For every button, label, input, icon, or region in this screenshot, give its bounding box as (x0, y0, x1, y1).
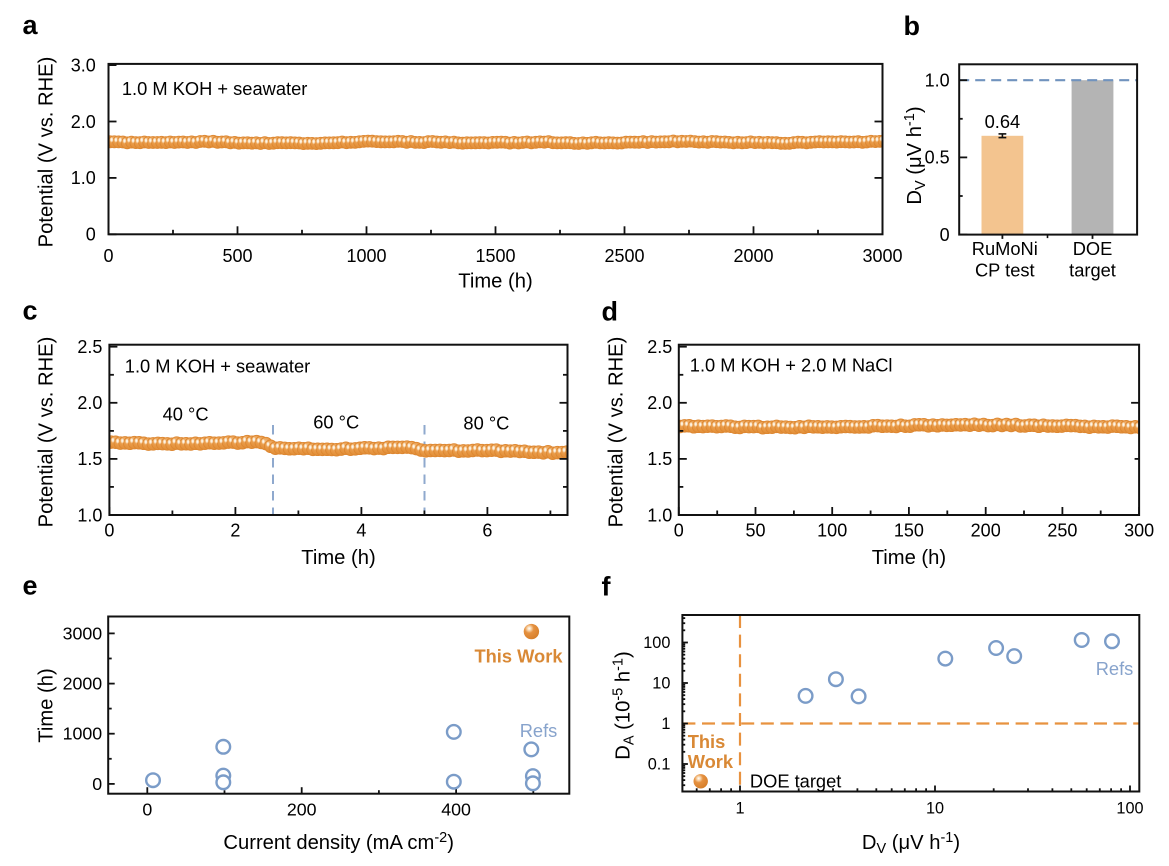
svg-text:2.5: 2.5 (77, 337, 102, 357)
svg-text:100: 100 (643, 634, 670, 652)
svg-text:2.0: 2.0 (647, 393, 672, 413)
svg-text:6: 6 (482, 521, 492, 541)
svg-text:2.0: 2.0 (71, 112, 96, 132)
svg-text:1.0 M KOH + seawater: 1.0 M KOH + seawater (125, 355, 310, 376)
svg-text:Refs: Refs (520, 720, 558, 741)
svg-text:10: 10 (652, 675, 670, 693)
svg-text:200: 200 (971, 521, 1001, 541)
svg-text:target: target (1069, 259, 1116, 280)
svg-text:0.5: 0.5 (925, 148, 950, 168)
svg-text:500: 500 (222, 246, 252, 266)
svg-text:Time (h): Time (h) (872, 547, 946, 569)
svg-text:2.5: 2.5 (647, 337, 672, 357)
svg-text:Work: Work (688, 751, 734, 772)
svg-text:1.0: 1.0 (925, 71, 950, 91)
svg-text:150: 150 (894, 521, 924, 541)
svg-text:100: 100 (817, 521, 847, 541)
svg-text:2: 2 (230, 521, 240, 541)
svg-text:Time (h): Time (h) (35, 668, 57, 742)
svg-text:10: 10 (926, 800, 944, 818)
svg-text:2.0: 2.0 (77, 393, 102, 413)
svg-text:0: 0 (940, 225, 950, 245)
svg-text:0: 0 (92, 774, 102, 794)
svg-text:1: 1 (661, 715, 670, 733)
svg-text:3000: 3000 (63, 623, 103, 643)
svg-text:60 °C: 60 °C (313, 412, 359, 433)
svg-text:250: 250 (1047, 521, 1077, 541)
svg-text:Potential (V vs. RHE): Potential (V vs. RHE) (35, 337, 57, 528)
svg-text:0: 0 (103, 246, 113, 266)
svg-text:2500: 2500 (604, 246, 644, 266)
svg-text:0.64: 0.64 (985, 111, 1021, 132)
svg-text:50: 50 (745, 521, 765, 541)
svg-text:f: f (602, 572, 612, 602)
svg-text:1.0 M KOH + seawater: 1.0 M KOH + seawater (122, 78, 307, 99)
svg-text:3.0: 3.0 (71, 55, 96, 75)
svg-text:This: This (688, 731, 726, 752)
svg-text:d: d (602, 297, 619, 327)
svg-text:a: a (23, 10, 39, 40)
svg-text:CP test: CP test (975, 259, 1035, 280)
svg-text:b: b (904, 11, 921, 41)
svg-text:Time (h): Time (h) (458, 271, 532, 293)
svg-text:1000: 1000 (63, 724, 103, 744)
svg-text:Potential (V vs. RHE): Potential (V vs. RHE) (606, 337, 628, 528)
svg-text:4: 4 (356, 521, 366, 541)
svg-text:1500: 1500 (475, 246, 515, 266)
svg-text:3000: 3000 (862, 246, 902, 266)
svg-text:1.0 M KOH + 2.0 M NaCl: 1.0 M KOH + 2.0 M NaCl (690, 355, 893, 376)
svg-text:1.5: 1.5 (647, 449, 672, 469)
svg-text:2000: 2000 (733, 246, 773, 266)
svg-text:1000: 1000 (346, 246, 386, 266)
svg-text:This Work: This Work (474, 645, 563, 666)
svg-text:1.0: 1.0 (647, 505, 672, 525)
svg-text:DOE target: DOE target (750, 771, 841, 792)
svg-text:Time (h): Time (h) (301, 547, 375, 569)
svg-text:c: c (23, 296, 38, 326)
svg-text:DOE: DOE (1073, 238, 1113, 259)
svg-text:Potential (V vs. RHE): Potential (V vs. RHE) (35, 57, 57, 248)
svg-text:Refs: Refs (1096, 658, 1134, 679)
svg-text:80 °C: 80 °C (463, 413, 509, 434)
svg-text:0: 0 (142, 800, 152, 820)
svg-text:40 °C: 40 °C (163, 404, 209, 425)
svg-text:RuMoNi: RuMoNi (972, 238, 1038, 259)
svg-text:300: 300 (1124, 521, 1154, 541)
svg-text:1: 1 (735, 800, 744, 818)
svg-text:1.5: 1.5 (77, 449, 102, 469)
svg-text:100: 100 (1116, 800, 1143, 818)
svg-text:1.0: 1.0 (71, 168, 96, 188)
svg-text:1.0: 1.0 (77, 505, 102, 525)
svg-text:200: 200 (287, 800, 317, 820)
svg-text:Current density (mA cm-2): Current density (mA cm-2) (223, 830, 454, 854)
svg-text:0.1: 0.1 (648, 756, 671, 774)
svg-text:0: 0 (674, 521, 684, 541)
svg-text:0: 0 (86, 225, 96, 245)
svg-text:e: e (23, 571, 38, 601)
svg-text:2000: 2000 (63, 674, 103, 694)
svg-text:400: 400 (441, 800, 471, 820)
svg-text:0: 0 (104, 521, 114, 541)
